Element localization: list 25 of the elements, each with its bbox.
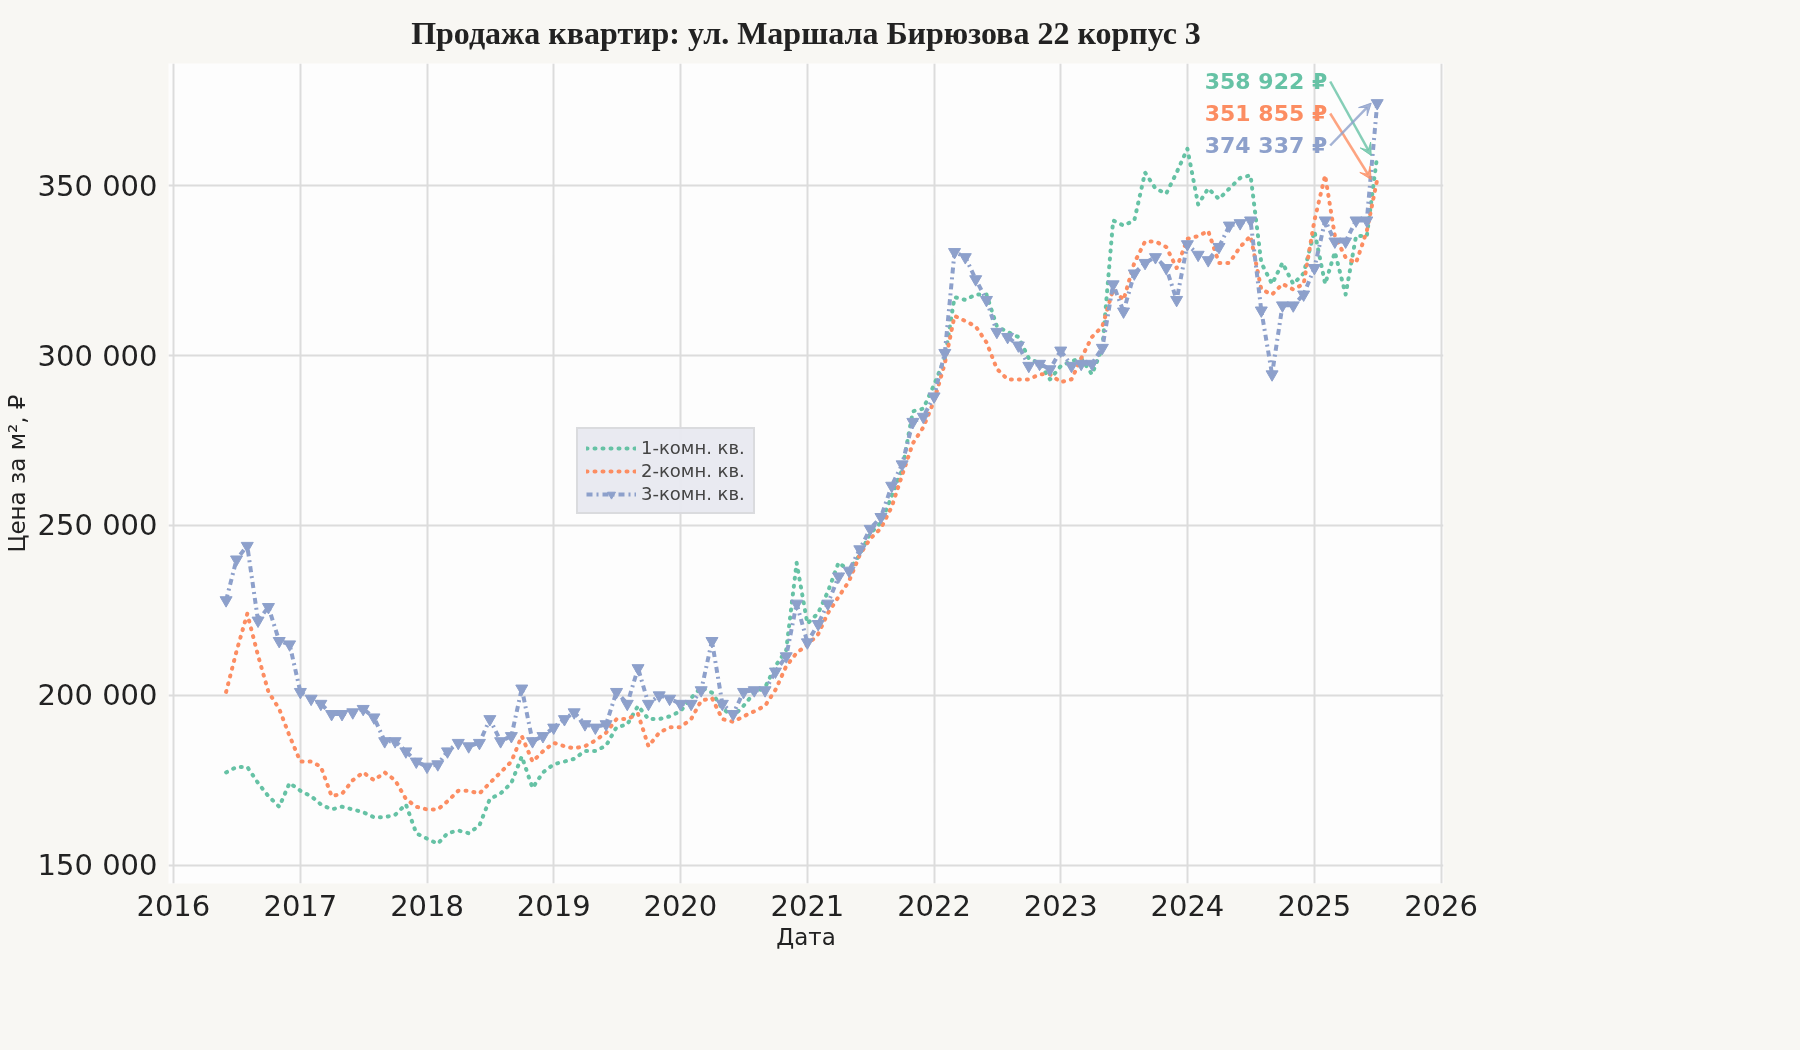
x-tick-label: 2025: [1277, 888, 1352, 923]
y-tick-label: 250 000: [37, 508, 158, 543]
annotation: 351 855 ₽: [1204, 101, 1328, 126]
x-tick-label: 2018: [390, 888, 464, 923]
y-tick-label: 350 000: [37, 168, 158, 203]
x-tick-label: 2024: [1150, 888, 1225, 923]
x-axis-title: Дата: [776, 923, 836, 950]
chart-title: Продажа квартир: ул. Маршала Бирюзова 22 корпус 3: [411, 15, 1201, 51]
x-tick-label: 2022: [897, 888, 971, 923]
legend-label: 1-комн. кв.: [641, 437, 745, 458]
x-tick-label: 2016: [136, 888, 211, 923]
x-tick-label: 2026: [1404, 888, 1478, 923]
x-tick-label: 2021: [770, 888, 845, 923]
legend-label: 2-комн. кв.: [641, 460, 745, 481]
x-tick-label: 2017: [263, 888, 338, 923]
annotation: 374 337 ₽: [1204, 133, 1328, 158]
annotation: 358 922 ₽: [1204, 69, 1328, 94]
y-tick-label: 200 000: [37, 678, 158, 713]
x-tick-label: 2020: [643, 888, 718, 923]
y-tick-label: 300 000: [37, 338, 158, 373]
x-tick-label: 2019: [516, 888, 591, 923]
x-tick-label: 2023: [1023, 888, 1098, 923]
y-tick-label: 150 000: [37, 848, 158, 883]
legend-label: 3-комн. кв.: [641, 483, 745, 504]
y-axis-title: Цена за м², ₽: [3, 394, 30, 553]
